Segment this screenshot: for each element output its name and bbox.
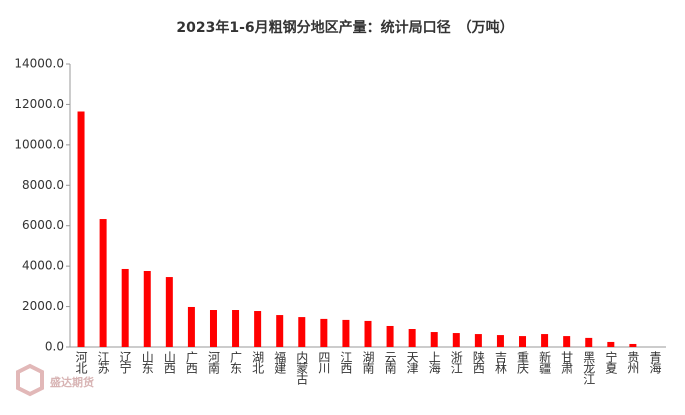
x-tick-label: 广西 [184, 351, 198, 374]
y-tick-label: 4000.0 [22, 259, 64, 273]
x-tick-label: 甘肃 [560, 351, 574, 375]
bar [143, 270, 151, 347]
bar [496, 335, 504, 347]
bar [320, 318, 328, 347]
x-tick-label: 贵州 [626, 351, 640, 374]
x-tick-label: 内蒙古 [295, 351, 309, 385]
bar [386, 325, 394, 347]
x-tick-label: 江苏 [96, 351, 110, 374]
x-tick-label: 宁夏 [604, 350, 618, 374]
bar [187, 306, 195, 347]
bar [607, 341, 615, 347]
y-tick-label: 2000.0 [22, 299, 64, 313]
y-tick-label: 12000.0 [14, 97, 64, 111]
bar [563, 336, 571, 347]
x-tick-label: 天津 [405, 351, 419, 374]
bar [474, 334, 482, 347]
y-tick-label: 0.0 [45, 340, 64, 354]
bar [209, 310, 217, 347]
x-tick-label: 湖北 [251, 350, 265, 375]
x-tick-label: 上海 [427, 351, 441, 374]
x-tick-label: 河北 [74, 351, 88, 375]
bar [121, 268, 129, 347]
bar [452, 333, 460, 347]
bar [298, 317, 306, 347]
bar [629, 343, 637, 347]
x-tick-label: 青海 [648, 351, 662, 374]
bar [99, 219, 107, 347]
bar [430, 332, 438, 347]
x-tick-label: 陕西 [471, 350, 485, 374]
y-tick-label: 8000.0 [22, 178, 64, 192]
bar [77, 111, 85, 347]
bar [541, 334, 549, 347]
x-tick-label: 辽宁 [118, 351, 132, 374]
x-tick-label: 浙江 [449, 351, 463, 374]
x-tick-label: 江西 [339, 351, 353, 374]
x-tick-label: 山东 [140, 351, 154, 374]
bar [232, 310, 240, 347]
bar [276, 315, 284, 347]
bar [364, 320, 372, 347]
chart-title: 2023年1-6月粗钢分地区产量：统计局口径 （万吨） [176, 19, 513, 36]
bar [585, 337, 593, 347]
y-tick-label: 10000.0 [14, 137, 64, 151]
x-tick-label: 山西 [162, 351, 176, 374]
x-tick-label: 河南 [206, 351, 220, 374]
bar [165, 277, 173, 347]
y-tick-label: 6000.0 [22, 218, 64, 232]
x-tick-label: 吉林 [493, 351, 507, 374]
x-tick-label: 福建 [273, 350, 287, 375]
x-tick-label: 新疆 [538, 350, 552, 374]
x-tick-label: 湖南 [361, 350, 375, 374]
bar [254, 311, 262, 347]
x-tick-label: 云南 [383, 351, 397, 374]
watermark: 盛达期货 [50, 375, 94, 389]
x-tick-label: 重庆 [516, 351, 530, 374]
x-tick-label: 四川 [317, 351, 331, 374]
bar [342, 319, 350, 347]
bar [519, 336, 527, 347]
x-tick-label: 黑龙江 [582, 351, 596, 385]
y-tick-label: 14000.0 [14, 57, 64, 71]
watermark-logo: 盛达期货 [16, 363, 94, 397]
x-tick-label: 广东 [229, 351, 243, 374]
bar [408, 329, 416, 347]
logo-shape [16, 363, 44, 397]
